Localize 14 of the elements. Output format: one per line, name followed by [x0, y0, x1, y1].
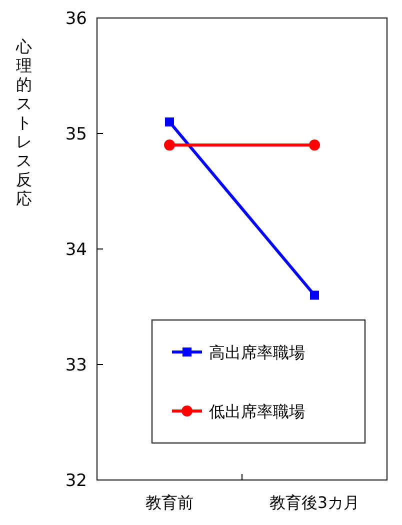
point	[164, 140, 175, 151]
point	[165, 117, 174, 126]
y-tick-label: 33	[65, 356, 87, 376]
legend-label: 高出席率職場	[209, 343, 305, 362]
legend-label: 低出席率職場	[209, 402, 305, 421]
x-tick-label: 教育前	[146, 493, 194, 512]
y-tick-label: 32	[65, 471, 87, 491]
y-tick-label: 34	[65, 240, 87, 260]
x-tick-label: 教育後3カ月	[269, 493, 360, 512]
text: 心理的ストレス反応	[16, 37, 32, 208]
point	[309, 140, 320, 151]
y-tick-label: 35	[65, 124, 87, 144]
point	[310, 290, 319, 300]
y-tick-label: 36	[65, 9, 87, 29]
